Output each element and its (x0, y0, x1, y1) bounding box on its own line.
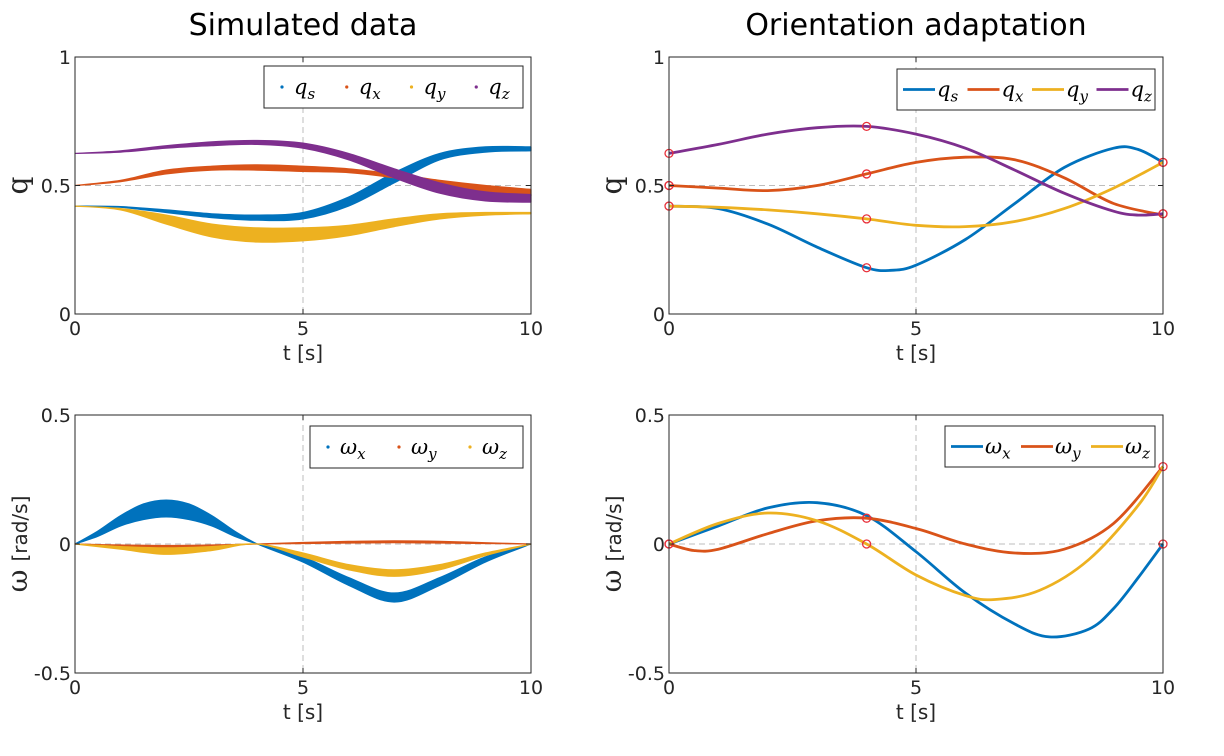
x-axis-label: t [s] (283, 341, 323, 365)
x-tick-label: 10 (519, 318, 543, 340)
y-tick-label: 1 (59, 47, 71, 69)
knot-marker (861, 121, 872, 132)
legend-swatch (397, 445, 401, 449)
x-tick-label: 0 (69, 677, 81, 699)
series-line-y (668, 465, 1165, 555)
series-line-x (668, 155, 1164, 217)
y-axis-label: q (1, 176, 34, 194)
x-axis-label: t [s] (896, 700, 936, 724)
legend-label: qx (359, 75, 381, 103)
y-tick-label: -0.5 (628, 663, 665, 685)
x-tick-label: 5 (297, 677, 309, 699)
chart-sim_q: 0 5 10 0 0.5 1 t [s] q qs qx qy qz (1, 47, 543, 365)
legend-entry-y: ωy (1021, 435, 1081, 463)
y-tick-label: 0 (653, 534, 665, 556)
knot-marker (861, 263, 872, 273)
legend-label: qz (1131, 78, 1152, 106)
knot-marker (861, 214, 872, 224)
y-tick-label: 0.5 (635, 176, 665, 198)
y-tick-label: -0.5 (34, 663, 71, 685)
series-line-x (668, 500, 1165, 639)
knot-marker (861, 513, 872, 523)
x-tick-label: 10 (1151, 677, 1175, 699)
column-title-right: Orientation adaptation (745, 8, 1086, 43)
legend-entry-z: ωz (1091, 435, 1150, 463)
legend-label: ωy (1055, 435, 1081, 463)
legend: ωx ωy ωz (944, 425, 1156, 468)
legend-swatch (326, 445, 330, 449)
legend-swatch (468, 445, 472, 449)
x-tick-label: 5 (910, 318, 922, 340)
legend-label: qz (488, 75, 509, 103)
y-tick-label: 0.5 (635, 405, 665, 427)
series-line-s (668, 145, 1164, 273)
legend-entry-z: qz (474, 75, 510, 103)
legend-swatch (280, 85, 284, 89)
y-tick-label: 0 (653, 304, 665, 326)
series-line-z (668, 465, 1165, 602)
legend-box (309, 425, 524, 469)
knot-marker (861, 539, 872, 549)
legend-label: ωz (1125, 435, 1150, 463)
legend-swatch (345, 85, 349, 89)
y-tick-label: 0.5 (41, 405, 71, 427)
legend-label: qy (424, 75, 446, 103)
legend: ωx ωy ωz (309, 425, 524, 469)
y-tick-label: 1 (653, 47, 665, 69)
x-tick-label: 0 (663, 677, 675, 699)
x-tick-label: 5 (910, 677, 922, 699)
legend-entry-x: qx (345, 75, 381, 103)
legend-entry-z: ωz (468, 435, 507, 463)
legend-entry-y: qy (409, 75, 446, 103)
x-tick-label: 10 (1151, 318, 1175, 340)
legend-entry-s: qs (903, 78, 958, 106)
legend-label: qs (937, 78, 958, 106)
legend-label: ωx (985, 435, 1011, 463)
series-line-z (668, 124, 1164, 217)
legend-entry-s: qs (280, 75, 315, 103)
x-axis-label: t [s] (896, 341, 936, 365)
legend-entry-x: ωx (951, 435, 1011, 463)
legend-label: ωx (340, 435, 366, 463)
series-line-y (668, 161, 1164, 229)
legend-entry-y: ωy (397, 435, 437, 463)
legend-label: qy (1066, 78, 1088, 106)
knot-marker (861, 169, 872, 179)
x-tick-label: 0 (69, 318, 81, 340)
chart-sim_w: 0 5 10-0.500.5t [s]ω[rad/s]ωx ωy ωz (1, 405, 543, 724)
legend-entry-z: qz (1096, 78, 1152, 106)
legend-box (263, 65, 524, 109)
chart-adapt_q: 0 5 10 0 0.5 1 t [s] q qs qx qy qz (595, 47, 1175, 365)
legend-label: ωy (411, 435, 437, 463)
legend: qs qx qy qz (896, 68, 1156, 111)
legend-label: ωz (482, 435, 507, 463)
column-title-left: Simulated data (189, 8, 418, 43)
legend-entry-y: qy (1032, 78, 1088, 106)
y-tick-label: 0.5 (41, 176, 71, 198)
y-tick-label: 0 (59, 304, 71, 326)
y-tick-label: 0 (59, 534, 71, 556)
legend-swatch (409, 85, 414, 89)
y-axis-label: ω[rad/s] (1, 496, 34, 593)
chart-panels: 0 5 10 0 0.5 1 t [s] q qs qx qy qz 0 5 10 0 0.5 1 t [s] q qs… (1, 47, 1175, 724)
legend-entry-x: ωx (326, 435, 366, 463)
y-axis-label: ω[rad/s] (595, 496, 628, 593)
chart-adapt_w: 0 5 10-0.500.5t [s]ω[rad/s]ωx ωy ωz (595, 405, 1175, 724)
x-tick-label: 10 (519, 677, 543, 699)
legend: qs qx qy qz (263, 65, 524, 109)
legend-swatch (474, 85, 478, 89)
legend-entry-x: qx (967, 78, 1024, 106)
y-axis-label: q (595, 176, 628, 194)
legend-label: qs (294, 75, 315, 103)
x-axis-label: t [s] (283, 700, 323, 724)
x-tick-label: 5 (297, 318, 309, 340)
x-tick-label: 0 (663, 318, 675, 340)
legend-label: qx (1002, 78, 1024, 106)
